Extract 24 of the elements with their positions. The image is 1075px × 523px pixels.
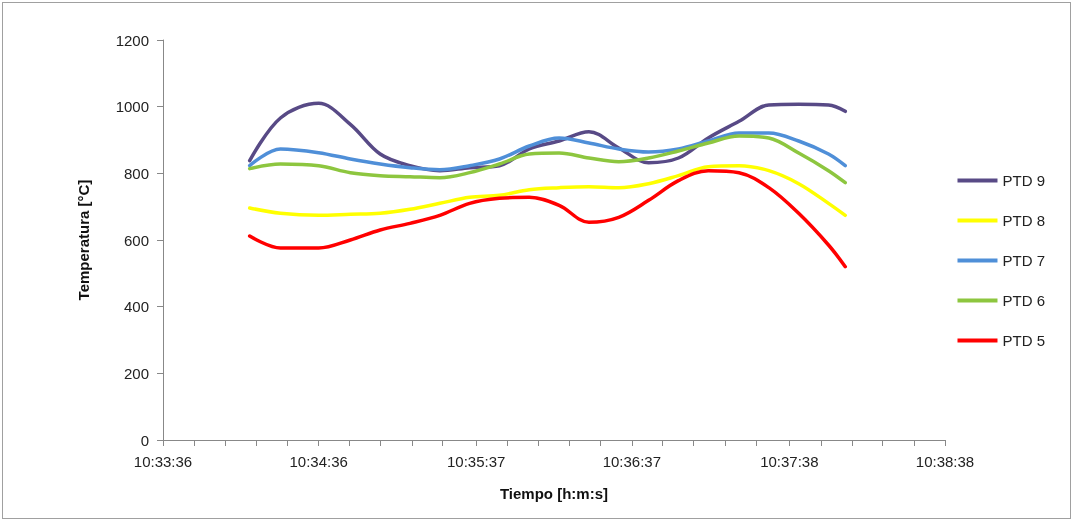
line-series <box>247 131 848 172</box>
line-series <box>247 134 848 185</box>
x-axis-title: Tiempo [h:m:s] <box>499 485 609 502</box>
x-tick-label: 10:36:37 <box>602 453 662 470</box>
line-series <box>247 163 848 218</box>
x-tick-label: 10:37:38 <box>760 453 819 470</box>
x-tick-label: 10:35:37 <box>446 453 506 470</box>
x-tick-label: 10:38:38 <box>915 453 975 470</box>
legend-label: PTD 9 <box>1002 172 1046 189</box>
y-tick-label: 600 <box>123 231 149 249</box>
x-tick-label: 10:34:36 <box>289 453 348 470</box>
line-series <box>247 168 848 269</box>
legend-label: PTD 7 <box>1002 252 1046 269</box>
y-tick-label: 800 <box>123 164 149 182</box>
y-axis-title: Temperatura [°C] <box>75 179 92 301</box>
y-tick-label: 200 <box>123 364 149 382</box>
legend-label: PTD 5 <box>1002 332 1046 349</box>
legend-label: PTD 6 <box>1002 292 1046 309</box>
y-tick-label: 1000 <box>115 98 149 116</box>
legend-label: PTD 8 <box>1002 212 1046 229</box>
y-tick-label: 0 <box>140 431 149 449</box>
y-tick-label: 1200 <box>115 31 149 49</box>
x-tick-label: 10:33:36 <box>133 453 193 470</box>
y-tick-label: 400 <box>123 298 149 316</box>
